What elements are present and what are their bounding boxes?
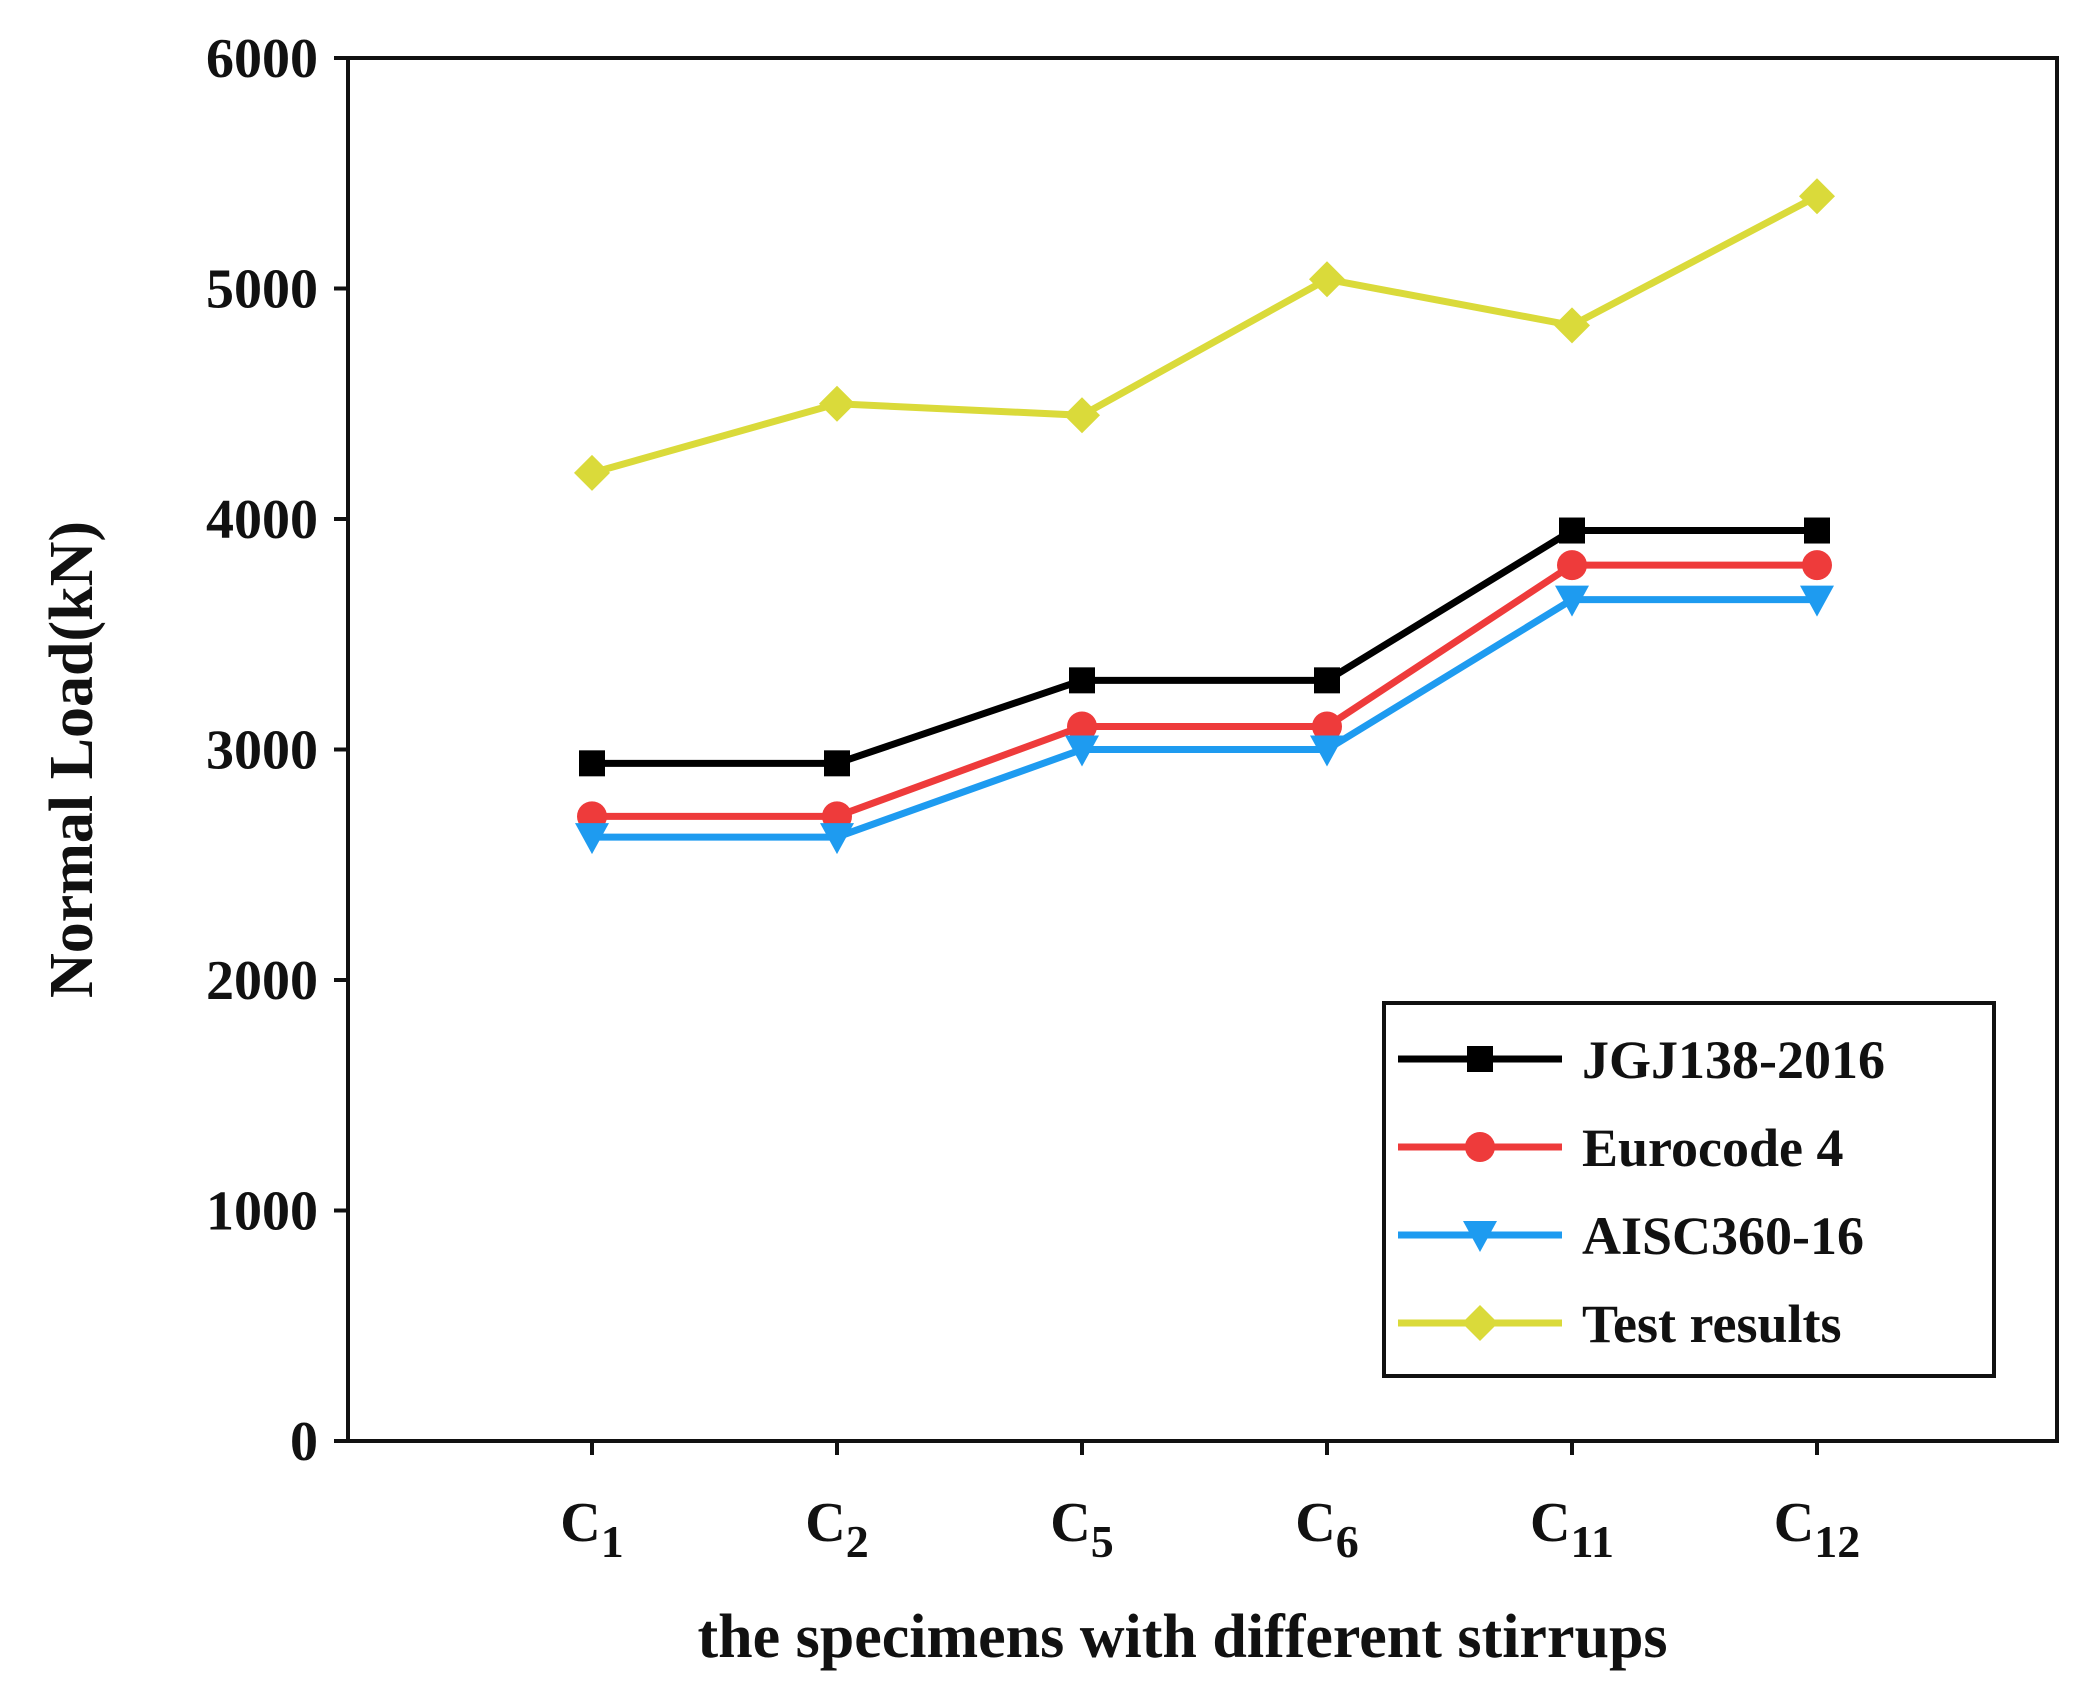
x-axis-title: the specimens with different stirrups	[697, 1603, 1667, 1671]
data-point	[824, 750, 850, 777]
data-point	[574, 454, 610, 491]
series-line	[592, 527, 1817, 767]
y-tick-label: 6000	[206, 28, 318, 90]
data-point	[1555, 585, 1589, 617]
series-line	[592, 596, 1817, 841]
y-tick-label: 2000	[206, 950, 318, 1012]
y-tick-label: 3000	[206, 720, 318, 782]
y-tick-label: 4000	[206, 489, 318, 551]
x-tick-label: C6	[1295, 1492, 1358, 1567]
data-point	[1069, 667, 1095, 694]
data-point	[1804, 517, 1830, 544]
legend-swatch-marker	[1463, 1221, 1497, 1252]
data-point	[579, 750, 605, 777]
data-point	[819, 385, 855, 422]
series-line	[591, 193, 1819, 477]
data-point	[1799, 178, 1835, 215]
data-point	[575, 823, 609, 855]
data-point	[1067, 711, 1097, 742]
axis-layer: 0 1000 2000 3000 4000 5000 6000 C1 C2 C5 C6 C11 C12	[206, 28, 1860, 1567]
data-point	[1312, 711, 1342, 742]
data-point	[1559, 517, 1585, 544]
legend-swatch-marker	[1467, 1046, 1493, 1072]
data-point	[1554, 307, 1590, 344]
marker-layer	[574, 178, 1835, 855]
y-tick-label: 0	[290, 1411, 318, 1473]
x-tick-label: C5	[1050, 1492, 1113, 1567]
data-point	[1310, 735, 1344, 767]
legend-label: AISC360-16	[1582, 1206, 1864, 1266]
x-tick-label: C11	[1530, 1492, 1614, 1567]
data-point	[1800, 585, 1834, 617]
data-point	[820, 823, 854, 855]
y-tick-label: 1000	[206, 1181, 318, 1243]
legend-label: JGJ138-2016	[1582, 1030, 1885, 1090]
legend-label: Test results	[1582, 1294, 1842, 1354]
legend-swatch-marker	[1465, 1132, 1495, 1162]
data-point	[1064, 397, 1100, 434]
y-tick-label: 5000	[206, 259, 318, 321]
data-point	[1309, 261, 1345, 298]
y-axis-title: Normal Load(kN)	[38, 521, 106, 998]
x-tick-label: C12	[1774, 1492, 1860, 1567]
x-tick-label: C2	[805, 1492, 868, 1567]
data-point	[1802, 550, 1832, 581]
x-tick-label: C1	[560, 1492, 623, 1567]
legend-swatch-marker	[1462, 1305, 1498, 1341]
data-point	[1557, 550, 1587, 581]
legend-label: Eurocode 4	[1582, 1118, 1844, 1178]
data-point	[1065, 735, 1099, 767]
legend: JGJ138-2016 Eurocode 4 AISC360-16 Test resu…	[1382, 1001, 1996, 1378]
series-layer	[591, 193, 1819, 841]
data-point	[1314, 667, 1340, 694]
series-line	[592, 561, 1817, 820]
